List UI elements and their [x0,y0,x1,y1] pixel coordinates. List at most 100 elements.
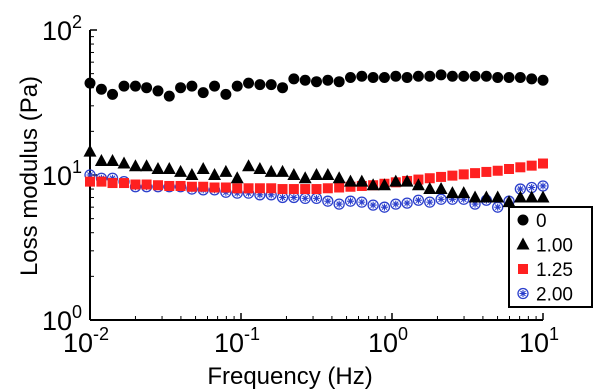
data-point [208,168,222,180]
marker-star [256,191,264,199]
marker-star [437,195,445,203]
data-point [538,158,548,169]
marker-star [414,196,422,204]
data-point [287,168,301,180]
marker-ring [367,199,379,211]
data-point [197,87,209,99]
data-point [219,164,233,177]
data-point [196,161,210,174]
data-point [107,178,118,189]
data-point [107,88,119,100]
legend-label: 1.25 [536,260,573,281]
data-point [220,88,232,100]
data-point [288,184,299,195]
data-point [515,162,526,173]
legend-marker [517,287,529,300]
marker-star [403,199,411,207]
data-point [536,190,550,203]
data-point [117,156,131,169]
data-point [209,182,220,193]
data-point [243,77,255,89]
y-axis-label: Loss modulus (Pa) [16,76,43,276]
marker-ring [412,194,425,206]
marker-star [494,203,502,211]
data-markers [83,69,550,213]
data-point [458,70,470,82]
data-point [514,72,526,84]
data-point [231,80,243,92]
data-point [480,70,492,82]
data-point [164,180,175,191]
data-point [412,70,424,82]
data-point [344,72,356,84]
marker-star [324,197,332,205]
data-point [266,183,277,194]
data-point [175,82,187,94]
data-point [367,199,379,211]
data-point [209,80,221,92]
data-point [162,161,176,174]
data-point [264,164,278,177]
data-point [310,192,323,205]
data-point [85,176,95,187]
x-tick-label: 10-2 [63,324,109,358]
data-point [118,80,130,92]
data-point [513,190,527,203]
legend-label: 0 [536,211,547,232]
data-point [106,153,120,166]
data-point [445,186,459,199]
axis-ticks: 10-2 10-1 100 101 100 101 102 [42,12,559,358]
data-point [265,79,277,91]
data-point [322,74,334,86]
y-tick-label: 101 [42,157,82,191]
data-point [423,182,437,195]
data-point [152,180,163,191]
data-point [129,80,141,92]
data-point [378,72,390,84]
data-point [232,183,243,194]
data-point [299,192,311,205]
data-point [526,160,537,171]
data-point [401,72,413,84]
marker-ring [390,198,402,210]
data-point [435,193,447,205]
y-tick-label: 102 [42,12,82,46]
data-point [243,183,254,194]
marker-ring [435,193,447,205]
marker-star [369,201,377,209]
marker-star [312,194,320,202]
data-point [277,184,288,195]
marker-ring [424,196,436,208]
data-point [242,159,256,172]
marker-star [335,200,343,208]
data-point [141,179,152,190]
data-point [322,195,334,207]
data-point [526,73,538,85]
data-point [436,171,447,182]
data-point [457,186,471,199]
data-point [333,76,345,88]
data-point [492,72,504,84]
marker-star [519,290,527,297]
marker-star [86,171,94,179]
marker-star [448,195,456,203]
marker-star [426,198,434,206]
data-point [356,70,368,82]
data-point [175,180,186,191]
series-1.00 [83,144,550,208]
data-point [152,85,164,97]
data-point [355,174,369,187]
x-tick-label: 101 [519,324,559,358]
data-point [198,181,209,192]
data-point [424,196,436,208]
data-point [390,198,402,210]
y-tick-label: 100 [42,302,82,336]
marker-ring [333,198,345,210]
data-point [377,178,391,191]
marker-star [380,203,388,211]
data-point [400,174,414,187]
data-point [254,79,266,91]
data-point [356,196,368,208]
marker-star [539,182,547,190]
data-point [277,82,289,94]
